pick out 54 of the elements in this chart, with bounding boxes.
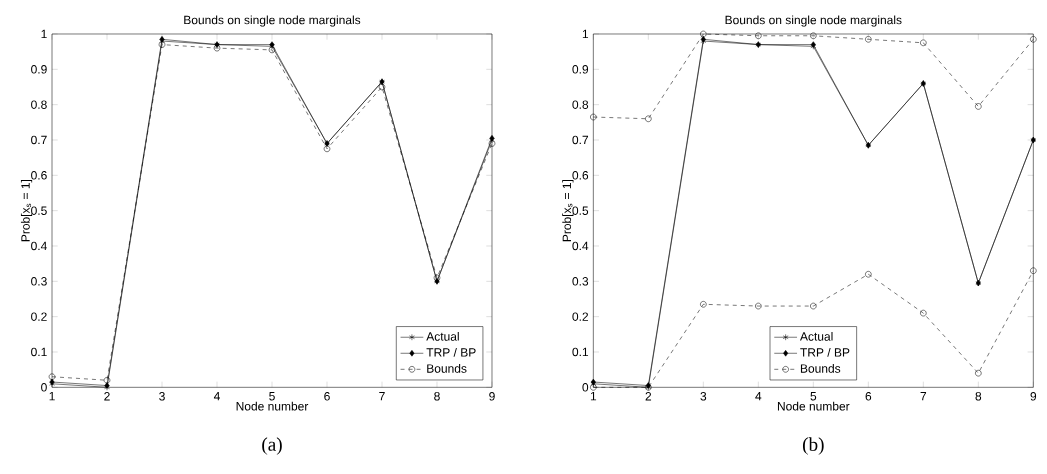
x-tick-label: 1 [49, 392, 55, 401]
y-axis-title: Prob[x$_{s}$ = 1] [20, 180, 33, 242]
x-tick-label: 3 [700, 392, 707, 401]
chart-title: Bounds on single node marginals [184, 15, 361, 27]
legend-label: Bounds [800, 363, 841, 373]
x-tick-label: 3 [159, 392, 165, 401]
x-tick-label: 2 [645, 392, 652, 401]
x-tick-label: 5 [810, 392, 817, 401]
chart-title: Bounds on single node marginals [725, 15, 902, 27]
y-tick-label: 0.7 [572, 135, 589, 145]
y-tick-label: 0 [582, 383, 589, 392]
x-tick-label: 7 [379, 392, 385, 401]
y-tick-label: 0.9 [572, 65, 589, 74]
y-tick-label: 0.9 [31, 65, 47, 74]
y-tick-label: 1 [41, 29, 47, 39]
x-tick-label: 4 [755, 392, 762, 401]
text: (b) [802, 437, 824, 455]
y-tick-label: 0.2 [31, 312, 47, 321]
x-tick-label: 5 [269, 392, 275, 401]
x-tick-label: 9 [489, 392, 495, 401]
y-axis-title: Prob[x$_{s}$ = 1] [562, 180, 574, 242]
y-tick-label: 0.4 [31, 241, 47, 251]
y-tick-label: 0.8 [31, 100, 47, 109]
x-tick-label: 7 [920, 392, 927, 401]
y-tick-label: 0.6 [31, 171, 47, 180]
x-tick-label: 2 [104, 392, 110, 401]
y-tick-label: 0.2 [572, 312, 589, 321]
y-tick-label: 0.1 [572, 347, 589, 357]
text: (a) [262, 437, 282, 455]
y-tick-label: 0.5 [31, 206, 47, 215]
y-tick-label: 0.3 [31, 277, 47, 286]
legend-label: TRP / BP [800, 347, 850, 357]
x-axis-title: Node number [777, 401, 850, 411]
y-tick-label: 0.6 [572, 171, 589, 180]
x-tick-label: 8 [434, 392, 440, 401]
x-tick-label: 6 [324, 392, 330, 401]
x-axis-title: Node number [236, 401, 309, 411]
x-tick-label: 1 [590, 392, 597, 401]
x-tick-label: 9 [1030, 392, 1037, 401]
y-tick-label: 0.4 [572, 241, 589, 251]
legend-label: Bounds [427, 363, 467, 373]
y-tick-label: 0.7 [31, 135, 47, 145]
y-tick-label: 0.1 [31, 347, 47, 357]
y-tick-label: 1 [582, 29, 589, 39]
x-tick-label: 6 [865, 392, 872, 401]
x-tick-label: 8 [975, 392, 982, 401]
legend-label: Actual [426, 331, 459, 341]
y-tick-label: 0.5 [572, 206, 589, 215]
y-tick-label: 0 [41, 383, 47, 392]
legend-label: TRP / BP [426, 347, 476, 357]
legend-label: Actual [799, 331, 833, 341]
y-tick-label: 0.3 [572, 277, 589, 286]
x-tick-label: 4 [213, 392, 220, 401]
y-tick-label: 0.8 [572, 100, 589, 109]
